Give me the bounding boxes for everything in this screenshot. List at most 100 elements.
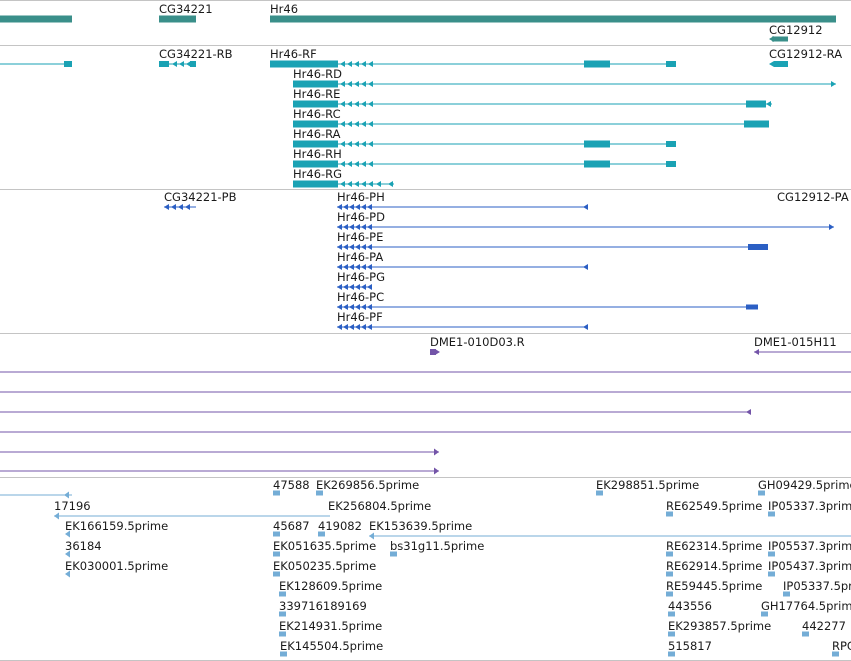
est-label[interactable]: EK166159.5prime: [65, 519, 168, 533]
est-label[interactable]: RPC: [832, 639, 851, 653]
exon-block[interactable]: [584, 60, 610, 68]
est-block[interactable]: [668, 611, 675, 617]
exon-block[interactable]: [293, 120, 338, 128]
gene-label[interactable]: Hr46: [270, 2, 298, 16]
est-label[interactable]: 442277: [802, 619, 846, 633]
est-label[interactable]: IP05337.5prime: [783, 579, 851, 593]
transcript-label[interactable]: Hr46-RA: [293, 127, 341, 141]
exon-block[interactable]: [293, 100, 338, 108]
est-block[interactable]: [761, 611, 768, 617]
est-label[interactable]: GH09429.5prime: [758, 478, 851, 492]
est-block[interactable]: [832, 651, 839, 657]
exon-block[interactable]: [584, 160, 610, 168]
est-label[interactable]: EK051635.5prime: [273, 539, 376, 553]
exon-block[interactable]: [270, 60, 338, 68]
transcript-label[interactable]: CG34221-RB: [159, 47, 233, 61]
est-block[interactable]: [280, 651, 287, 657]
est-block[interactable]: [668, 631, 675, 637]
est-label[interactable]: EK030001.5prime: [65, 559, 168, 573]
est-block[interactable]: [783, 591, 790, 597]
exon-block[interactable]: [293, 160, 338, 168]
est-label[interactable]: EK298851.5prime: [596, 478, 699, 492]
exon-block[interactable]: [584, 140, 610, 148]
transcript-label[interactable]: Hr46-RG: [293, 167, 342, 181]
est-label[interactable]: EK256804.5prime: [328, 499, 431, 513]
est-label[interactable]: IP05537.3prime: [768, 539, 851, 553]
exon-block[interactable]: [666, 161, 676, 167]
est-block[interactable]: [273, 551, 280, 557]
exon-block[interactable]: [666, 141, 676, 147]
est-label[interactable]: 515817: [668, 639, 712, 653]
est-block[interactable]: [802, 631, 809, 637]
exon-block[interactable]: [748, 244, 768, 250]
exon-block[interactable]: [746, 100, 766, 108]
exon-block[interactable]: [159, 61, 169, 67]
exon-block[interactable]: [666, 61, 676, 67]
est-label[interactable]: EK050235.5prime: [273, 559, 376, 573]
est-label[interactable]: EK214931.5prime: [279, 619, 382, 633]
protein-label[interactable]: CG34221-PB: [164, 190, 237, 204]
est-block[interactable]: [273, 490, 280, 496]
est-block[interactable]: [668, 651, 675, 657]
est-label[interactable]: bs31g11.5prime: [390, 539, 484, 553]
clone-label[interactable]: DME1-015H11: [754, 335, 837, 349]
transcript-label[interactable]: Hr46-RD: [293, 67, 342, 81]
clone-label[interactable]: DME1-010D03.R: [430, 335, 525, 349]
transcript-label[interactable]: Hr46-RC: [293, 107, 341, 121]
gene-label[interactable]: CG34221: [159, 2, 213, 16]
est-label[interactable]: IP05337.3prime: [768, 499, 851, 513]
exon-block[interactable]: [64, 61, 72, 67]
est-label[interactable]: RE62914.5prime: [666, 559, 762, 573]
est-label[interactable]: EK128609.5prime: [279, 579, 382, 593]
est-label[interactable]: IP05437.3prime: [768, 559, 851, 573]
protein-label[interactable]: CG12912-PA: [777, 190, 849, 204]
est-label[interactable]: EK269856.5prime: [316, 478, 419, 492]
est-label[interactable]: RE62549.5prime: [666, 499, 762, 513]
est-label[interactable]: 36184: [65, 539, 102, 553]
est-label[interactable]: 45687: [273, 519, 310, 533]
est-block[interactable]: [279, 631, 286, 637]
transcript-label[interactable]: Hr46-RF: [270, 47, 317, 61]
transcript-label[interactable]: CG12912-RA: [769, 47, 842, 61]
gene-block[interactable]: [270, 15, 836, 23]
est-block[interactable]: [666, 571, 673, 577]
protein-label[interactable]: Hr46-PC: [337, 290, 384, 304]
protein-label[interactable]: Hr46-PA: [337, 250, 383, 264]
est-label[interactable]: 419082: [318, 519, 362, 533]
exon-block[interactable]: [746, 304, 758, 310]
exon-block[interactable]: [293, 140, 338, 148]
protein-label[interactable]: Hr46-PF: [337, 310, 383, 324]
est-label[interactable]: EK293857.5prime: [668, 619, 771, 633]
gene-block[interactable]: [159, 15, 196, 23]
est-block[interactable]: [316, 490, 323, 496]
est-label[interactable]: EK145504.5prime: [280, 639, 383, 653]
est-block[interactable]: [768, 571, 775, 577]
gene-block[interactable]: [772, 36, 788, 42]
est-block[interactable]: [666, 511, 673, 517]
transcript-label[interactable]: Hr46-RH: [293, 147, 342, 161]
est-block[interactable]: [318, 531, 325, 537]
est-block[interactable]: [666, 551, 673, 557]
exon-block[interactable]: [774, 61, 788, 67]
gene-block[interactable]: [0, 15, 72, 23]
gene-label[interactable]: CG12912: [769, 23, 823, 37]
est-block[interactable]: [390, 551, 397, 557]
exon-block[interactable]: [430, 349, 436, 355]
exon-block[interactable]: [293, 80, 338, 88]
est-label[interactable]: 47588: [273, 478, 310, 492]
est-block[interactable]: [273, 571, 280, 577]
est-block[interactable]: [666, 591, 673, 597]
est-label[interactable]: 17196: [54, 499, 91, 513]
exon-block[interactable]: [190, 61, 196, 67]
est-block[interactable]: [768, 511, 775, 517]
est-label[interactable]: EK153639.5prime: [369, 519, 472, 533]
est-label[interactable]: RE62314.5prime: [666, 539, 762, 553]
protein-label[interactable]: Hr46-PG: [337, 270, 385, 284]
protein-label[interactable]: Hr46-PD: [337, 210, 385, 224]
exon-block[interactable]: [744, 120, 769, 128]
est-label[interactable]: GH17764.5prime: [761, 599, 851, 613]
est-label[interactable]: 339716189169: [279, 599, 367, 613]
est-label[interactable]: 443556: [668, 599, 712, 613]
protein-label[interactable]: Hr46-PE: [337, 230, 383, 244]
est-block[interactable]: [273, 531, 280, 537]
